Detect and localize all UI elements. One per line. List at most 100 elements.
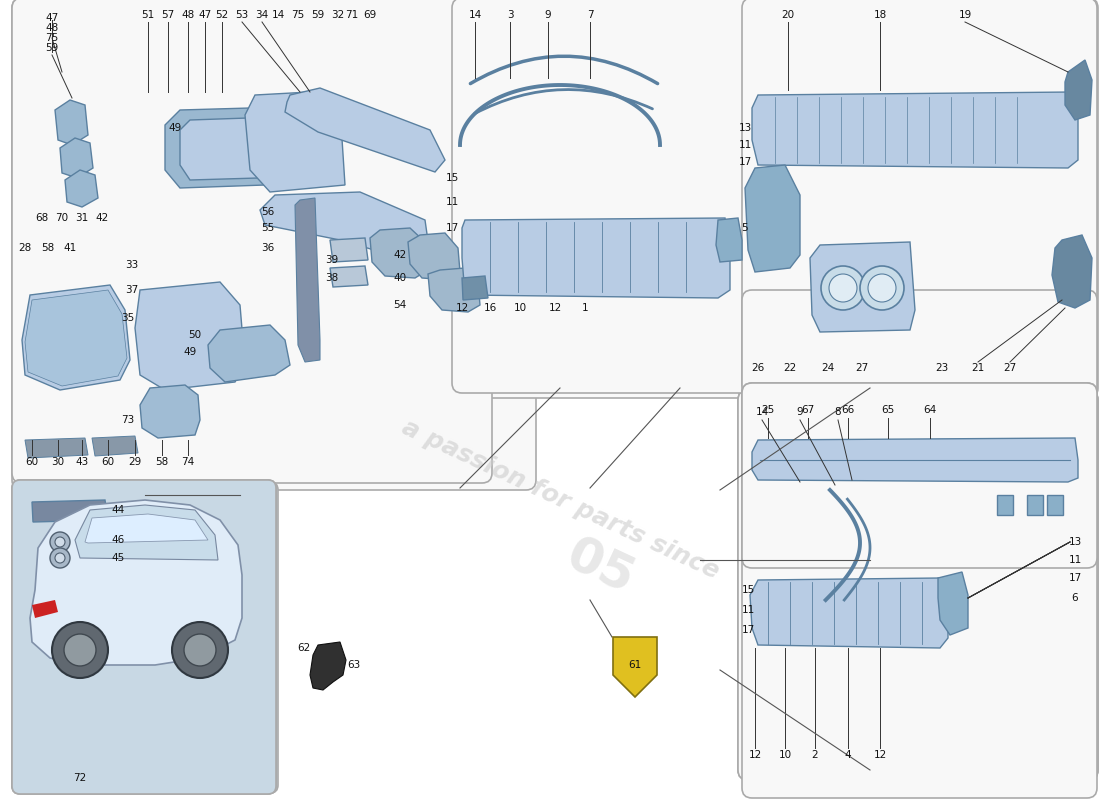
- Polygon shape: [140, 385, 200, 438]
- Text: 58: 58: [155, 457, 168, 467]
- Text: 13: 13: [738, 123, 751, 133]
- Text: 38: 38: [326, 273, 339, 283]
- Polygon shape: [1065, 60, 1092, 120]
- FancyBboxPatch shape: [16, 486, 160, 607]
- Polygon shape: [85, 514, 208, 543]
- Polygon shape: [745, 165, 800, 272]
- Text: 48: 48: [45, 23, 58, 33]
- FancyBboxPatch shape: [452, 0, 752, 393]
- Text: 10: 10: [514, 303, 527, 313]
- Circle shape: [55, 553, 65, 563]
- Text: 64: 64: [923, 405, 936, 415]
- Polygon shape: [208, 325, 290, 382]
- FancyBboxPatch shape: [738, 390, 1098, 780]
- Text: 25: 25: [761, 405, 774, 415]
- Text: 43: 43: [76, 457, 89, 467]
- Text: 13: 13: [1068, 537, 1081, 547]
- Polygon shape: [752, 92, 1078, 168]
- Text: 17: 17: [446, 223, 459, 233]
- Text: 21: 21: [971, 363, 984, 373]
- Text: 59: 59: [45, 43, 58, 53]
- Text: 63: 63: [348, 660, 361, 670]
- Circle shape: [860, 266, 904, 310]
- Polygon shape: [428, 268, 480, 312]
- Text: 30: 30: [52, 457, 65, 467]
- Polygon shape: [752, 438, 1078, 482]
- Text: 34: 34: [255, 10, 268, 20]
- FancyBboxPatch shape: [742, 383, 1097, 798]
- Text: 65: 65: [881, 405, 894, 415]
- Polygon shape: [938, 572, 968, 635]
- Text: 47: 47: [45, 13, 58, 23]
- Text: 05: 05: [559, 531, 641, 605]
- Text: 11: 11: [1068, 555, 1081, 565]
- Circle shape: [829, 274, 857, 302]
- Polygon shape: [613, 637, 657, 697]
- Text: 14: 14: [756, 407, 769, 417]
- Text: 32: 32: [331, 10, 344, 20]
- Polygon shape: [1027, 495, 1043, 515]
- Text: 1: 1: [582, 303, 588, 313]
- Polygon shape: [32, 500, 108, 522]
- FancyBboxPatch shape: [12, 480, 276, 794]
- Polygon shape: [92, 436, 138, 456]
- Text: 68: 68: [35, 213, 48, 223]
- Polygon shape: [75, 505, 218, 560]
- Text: 17: 17: [738, 157, 751, 167]
- Text: 60: 60: [25, 457, 39, 467]
- Text: 42: 42: [394, 250, 407, 260]
- Text: 42: 42: [96, 213, 109, 223]
- Polygon shape: [65, 170, 98, 207]
- Polygon shape: [408, 233, 460, 280]
- Polygon shape: [750, 578, 948, 648]
- Polygon shape: [25, 438, 88, 458]
- Text: 11: 11: [741, 605, 755, 615]
- Text: 24: 24: [822, 363, 835, 373]
- Polygon shape: [330, 266, 369, 287]
- Text: 33: 33: [125, 260, 139, 270]
- Text: 70: 70: [55, 213, 68, 223]
- Text: 9: 9: [796, 407, 803, 417]
- Text: 19: 19: [958, 10, 971, 20]
- Text: 50: 50: [188, 330, 201, 340]
- Text: 18: 18: [873, 10, 887, 20]
- FancyBboxPatch shape: [738, 0, 1098, 398]
- FancyBboxPatch shape: [738, 390, 1098, 780]
- Circle shape: [50, 548, 70, 568]
- Text: 8: 8: [835, 407, 842, 417]
- Text: 48: 48: [182, 10, 195, 20]
- Text: 15: 15: [741, 585, 755, 595]
- Text: 40: 40: [394, 273, 407, 283]
- Text: 67: 67: [802, 405, 815, 415]
- Text: 11: 11: [738, 140, 751, 150]
- Text: 12: 12: [549, 303, 562, 313]
- Text: 15: 15: [446, 173, 459, 183]
- Text: 17: 17: [1068, 573, 1081, 583]
- Polygon shape: [135, 282, 245, 390]
- Text: 49: 49: [184, 347, 197, 357]
- Text: 27: 27: [856, 363, 869, 373]
- Text: 12: 12: [455, 303, 469, 313]
- Text: 10: 10: [779, 750, 792, 760]
- Text: 4: 4: [845, 750, 851, 760]
- Text: 41: 41: [64, 243, 77, 253]
- Circle shape: [821, 266, 865, 310]
- Polygon shape: [810, 242, 915, 332]
- Text: 73: 73: [121, 415, 134, 425]
- Text: 6: 6: [1071, 593, 1078, 603]
- Polygon shape: [295, 198, 320, 362]
- Polygon shape: [462, 218, 730, 298]
- Text: 39: 39: [326, 255, 339, 265]
- Text: 49: 49: [168, 123, 182, 133]
- Text: 3: 3: [507, 10, 514, 20]
- Text: 75: 75: [45, 33, 58, 43]
- Polygon shape: [1047, 495, 1063, 515]
- Text: 55: 55: [262, 223, 275, 233]
- Text: 72: 72: [74, 773, 87, 783]
- Text: 23: 23: [935, 363, 948, 373]
- Text: 71: 71: [345, 10, 359, 20]
- FancyBboxPatch shape: [742, 290, 1097, 490]
- Text: 47: 47: [198, 10, 211, 20]
- Circle shape: [64, 634, 96, 666]
- Text: 29: 29: [129, 457, 142, 467]
